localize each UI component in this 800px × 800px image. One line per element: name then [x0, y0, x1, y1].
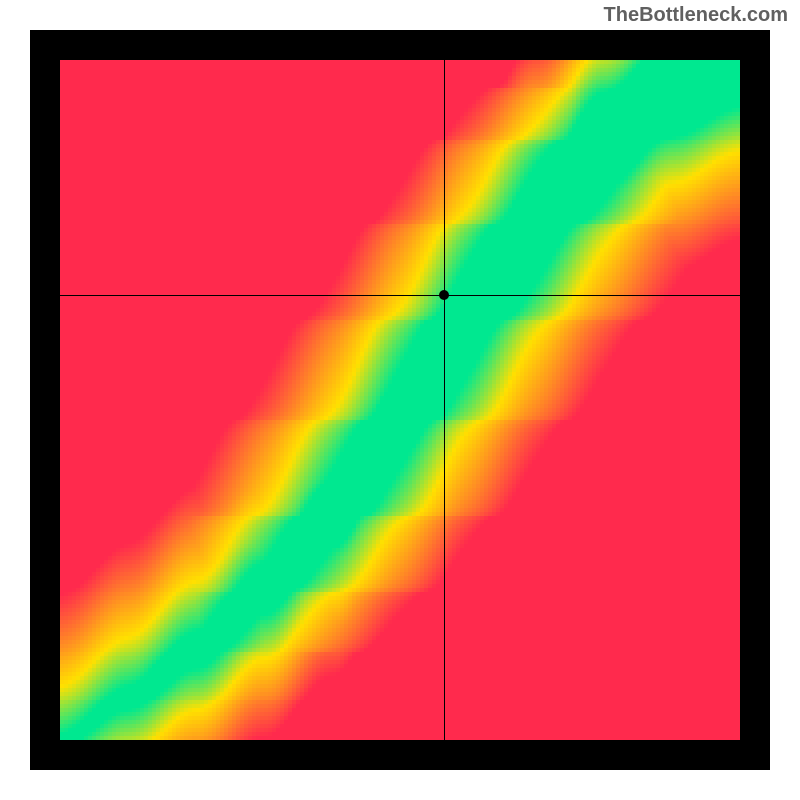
crosshair-horizontal: [60, 295, 740, 296]
chart-container: TheBottleneck.com: [0, 0, 800, 800]
attribution-text: TheBottleneck.com: [604, 4, 788, 27]
heatmap-canvas: [60, 60, 740, 740]
crosshair-marker: [439, 290, 449, 300]
plot-frame: [30, 30, 770, 770]
crosshair-vertical: [444, 60, 445, 740]
